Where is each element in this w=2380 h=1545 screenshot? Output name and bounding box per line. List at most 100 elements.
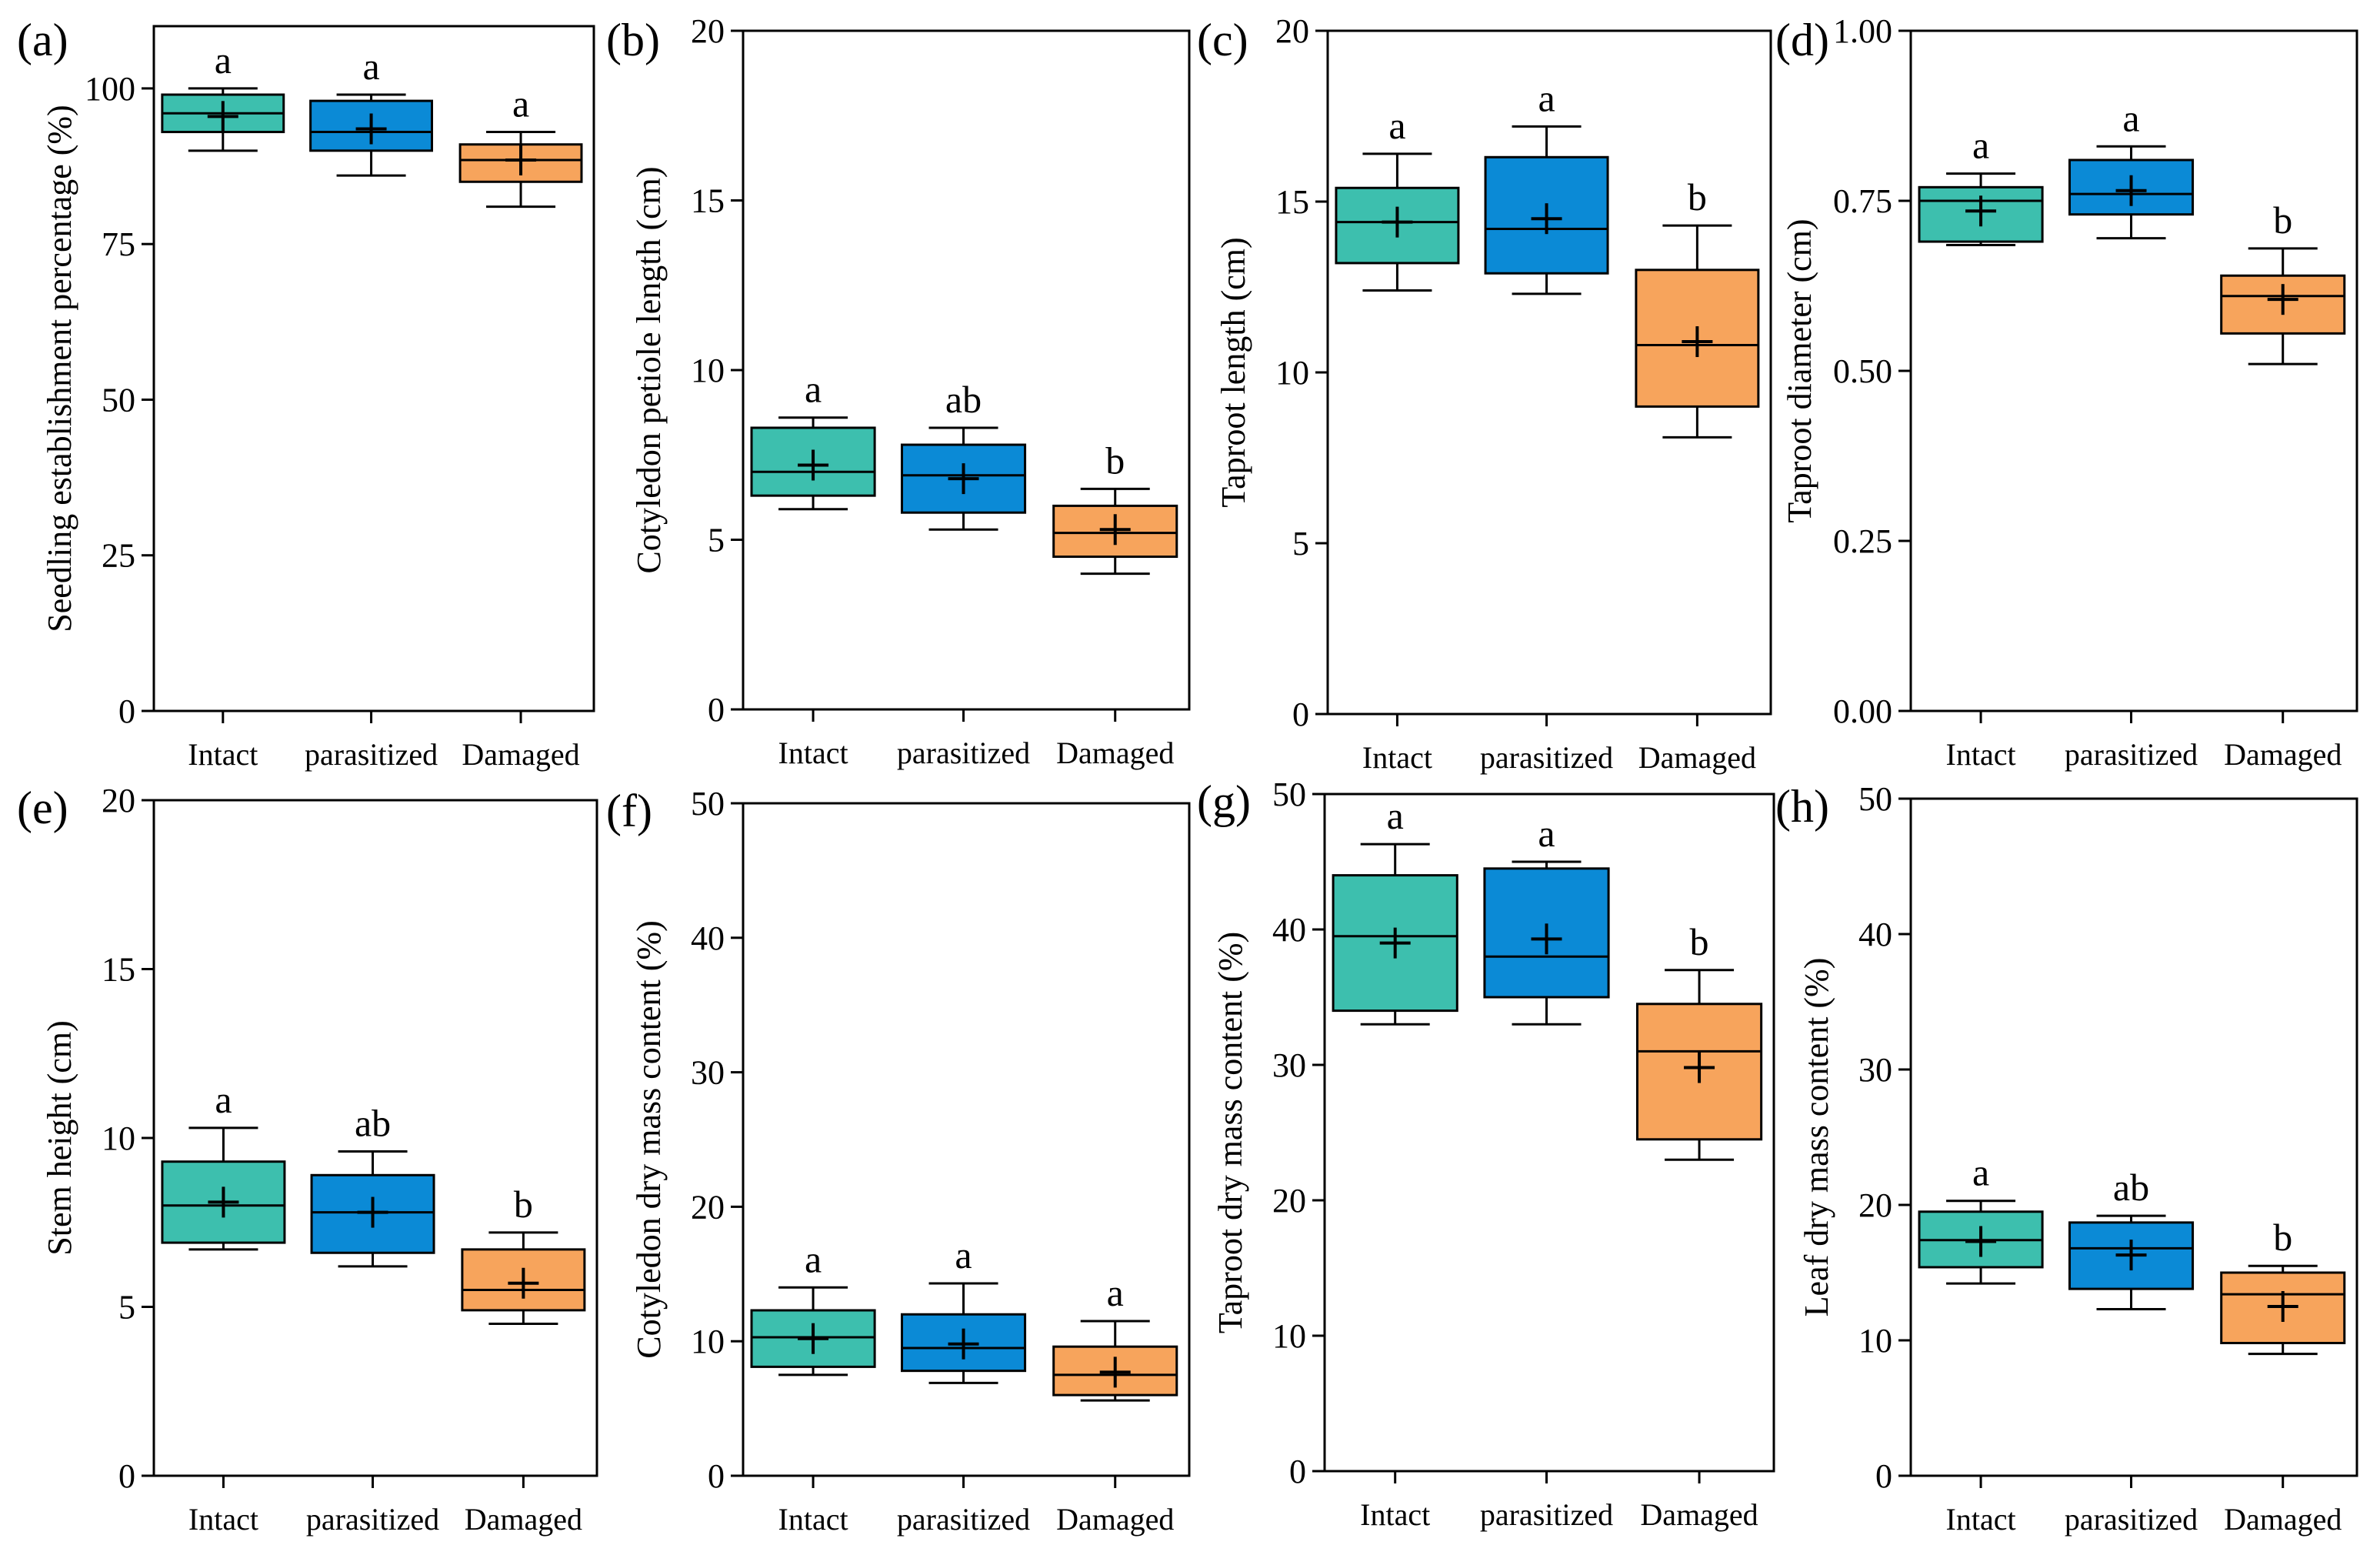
box-damaged: b — [1635, 175, 1760, 439]
significance-letter: a — [1972, 1151, 1989, 1194]
significance-letter: a — [215, 38, 232, 82]
y-axis-label: Taproot length (cm) — [1215, 237, 1252, 507]
y-tick-label: 30 — [1858, 1051, 1892, 1089]
y-tick-label: 5 — [118, 1289, 135, 1326]
y-tick-label: 5 — [708, 522, 725, 559]
category-label: parasitized — [2065, 737, 2198, 772]
significance-letter: b — [2273, 199, 2292, 242]
box-parasitized: ab — [2068, 1166, 2195, 1311]
y-tick-label: 25 — [102, 537, 135, 575]
y-tick-label: 0.25 — [1833, 522, 1892, 560]
plot-frame — [742, 802, 1191, 1477]
y-tick-label: 30 — [691, 1054, 725, 1092]
y-tick-label: 15 — [102, 951, 135, 989]
y-tick-label: 10 — [1275, 354, 1309, 392]
y-tick-label: 50 — [1858, 780, 1892, 818]
category-label: parasitized — [1480, 740, 1613, 775]
box-intact: a — [750, 368, 876, 511]
y-tick-label: 20 — [1275, 12, 1309, 50]
significance-letter: a — [955, 1233, 972, 1276]
category-label: Damaged — [1638, 740, 1756, 775]
y-tick-label: 20 — [102, 782, 135, 819]
box-parasitized: a — [2068, 96, 2195, 240]
category-label: parasitized — [897, 1502, 1030, 1537]
y-tick-label: 10 — [691, 1323, 725, 1360]
y-axis-label: Taproot dry mass content (%) — [1212, 932, 1249, 1333]
y-tick-label: 50 — [102, 381, 135, 419]
category-label: Damaged — [1056, 1502, 1174, 1537]
panel-f: (f) 0 10 20 30 40 50 Cotyledon dry mass content… — [606, 785, 1191, 1537]
category-label: Intact — [1362, 740, 1432, 775]
significance-letter: a — [1387, 794, 1404, 837]
y-tick-label: 50 — [1272, 776, 1306, 813]
panel-letter: (d) — [1775, 15, 1829, 65]
box-damaged: b — [1052, 439, 1178, 576]
y-tick-label: 0.75 — [1833, 182, 1892, 220]
category-label: Intact — [778, 1502, 848, 1537]
significance-letter: a — [1972, 124, 1989, 167]
panel-letter: (g) — [1197, 776, 1251, 827]
plot-frame — [1323, 793, 1775, 1473]
iqr-box — [900, 443, 1027, 514]
panel-letter: (f) — [606, 786, 652, 836]
plot-frame — [152, 25, 595, 712]
y-tick-label: 20 — [1858, 1186, 1892, 1224]
box-parasitized: a — [900, 1233, 1027, 1384]
panel-d: (d) 0.00 0.25 0.50 0.75 1.00 Taproot diameter … — [1775, 12, 2358, 772]
y-axis-label: Cotyledon petiole length (cm) — [630, 166, 668, 573]
panel-e: (e) 0 5 10 15 20 Stem height (cm) a Intact ab para… — [17, 782, 598, 1537]
category-label: parasitized — [897, 736, 1030, 770]
y-tick-label: 20 — [691, 12, 725, 50]
panel-letter: (a) — [17, 15, 68, 65]
category-label: Intact — [188, 737, 258, 772]
significance-letter: a — [805, 368, 822, 411]
panel-c: (c) 0 5 10 15 20 Taproot length (cm) a Intact a pa… — [1197, 12, 1772, 775]
significance-letter: a — [2122, 96, 2139, 139]
y-tick-label: 10 — [1272, 1317, 1306, 1355]
y-tick-label: 20 — [691, 1188, 725, 1226]
y-axis-label: Cotyledon dry mass content (%) — [630, 920, 668, 1358]
box-damaged: a — [458, 82, 583, 209]
box-parasitized: a — [1483, 812, 1610, 1026]
panel-h: (h) 0 10 20 30 40 50 Leaf dry mass content (%) a… — [1775, 780, 2358, 1537]
y-tick-label: 5 — [1292, 525, 1309, 562]
y-tick-label: 0 — [118, 692, 135, 730]
y-tick-label: 1.00 — [1833, 12, 1892, 50]
panel-b: (b) 0 5 10 15 20 Cotyledon petiole length (cm)… — [606, 12, 1191, 770]
category-label: Damaged — [462, 737, 579, 772]
box-damaged: b — [2220, 199, 2346, 365]
plot-frame — [1909, 797, 2358, 1477]
significance-letter: ab — [945, 378, 982, 421]
y-tick-label: 10 — [102, 1120, 135, 1157]
significance-letter: ab — [2113, 1166, 2149, 1209]
y-tick-label: 75 — [102, 225, 135, 263]
box-intact: a — [1918, 124, 2044, 246]
significance-letter: ab — [355, 1102, 391, 1145]
y-tick-label: 20 — [1272, 1182, 1306, 1220]
y-axis-label: Taproot diameter (cm) — [1781, 219, 1818, 522]
y-axis-label: Leaf dry mass content (%) — [1798, 958, 1835, 1317]
y-tick-label: 0.50 — [1833, 352, 1892, 390]
significance-letter: b — [1105, 439, 1125, 482]
box-damaged: a — [1052, 1271, 1178, 1402]
box-intact: a — [161, 1078, 286, 1251]
panel-letter: (h) — [1775, 781, 1829, 832]
significance-letter: a — [1107, 1271, 1124, 1314]
y-tick-label: 0.00 — [1833, 692, 1892, 730]
y-tick-label: 0 — [118, 1457, 135, 1495]
significance-letter: b — [1690, 920, 1709, 963]
category-label: parasitized — [306, 1502, 439, 1537]
box-parasitized: a — [309, 45, 434, 177]
box-intact: a — [1332, 794, 1458, 1026]
category-label: parasitized — [1480, 1497, 1613, 1532]
significance-letter: a — [362, 45, 379, 88]
panel-letter: (c) — [1197, 15, 1248, 65]
iqr-box — [1483, 867, 1610, 999]
category-label: Intact — [778, 736, 848, 770]
category-label: Damaged — [2224, 737, 2342, 772]
significance-letter: a — [1388, 104, 1405, 147]
y-tick-label: 40 — [1272, 911, 1306, 949]
y-tick-label: 50 — [691, 785, 725, 823]
panel-g: (g) 0 10 20 30 40 50 Taproot dry mass content (… — [1197, 776, 1775, 1532]
